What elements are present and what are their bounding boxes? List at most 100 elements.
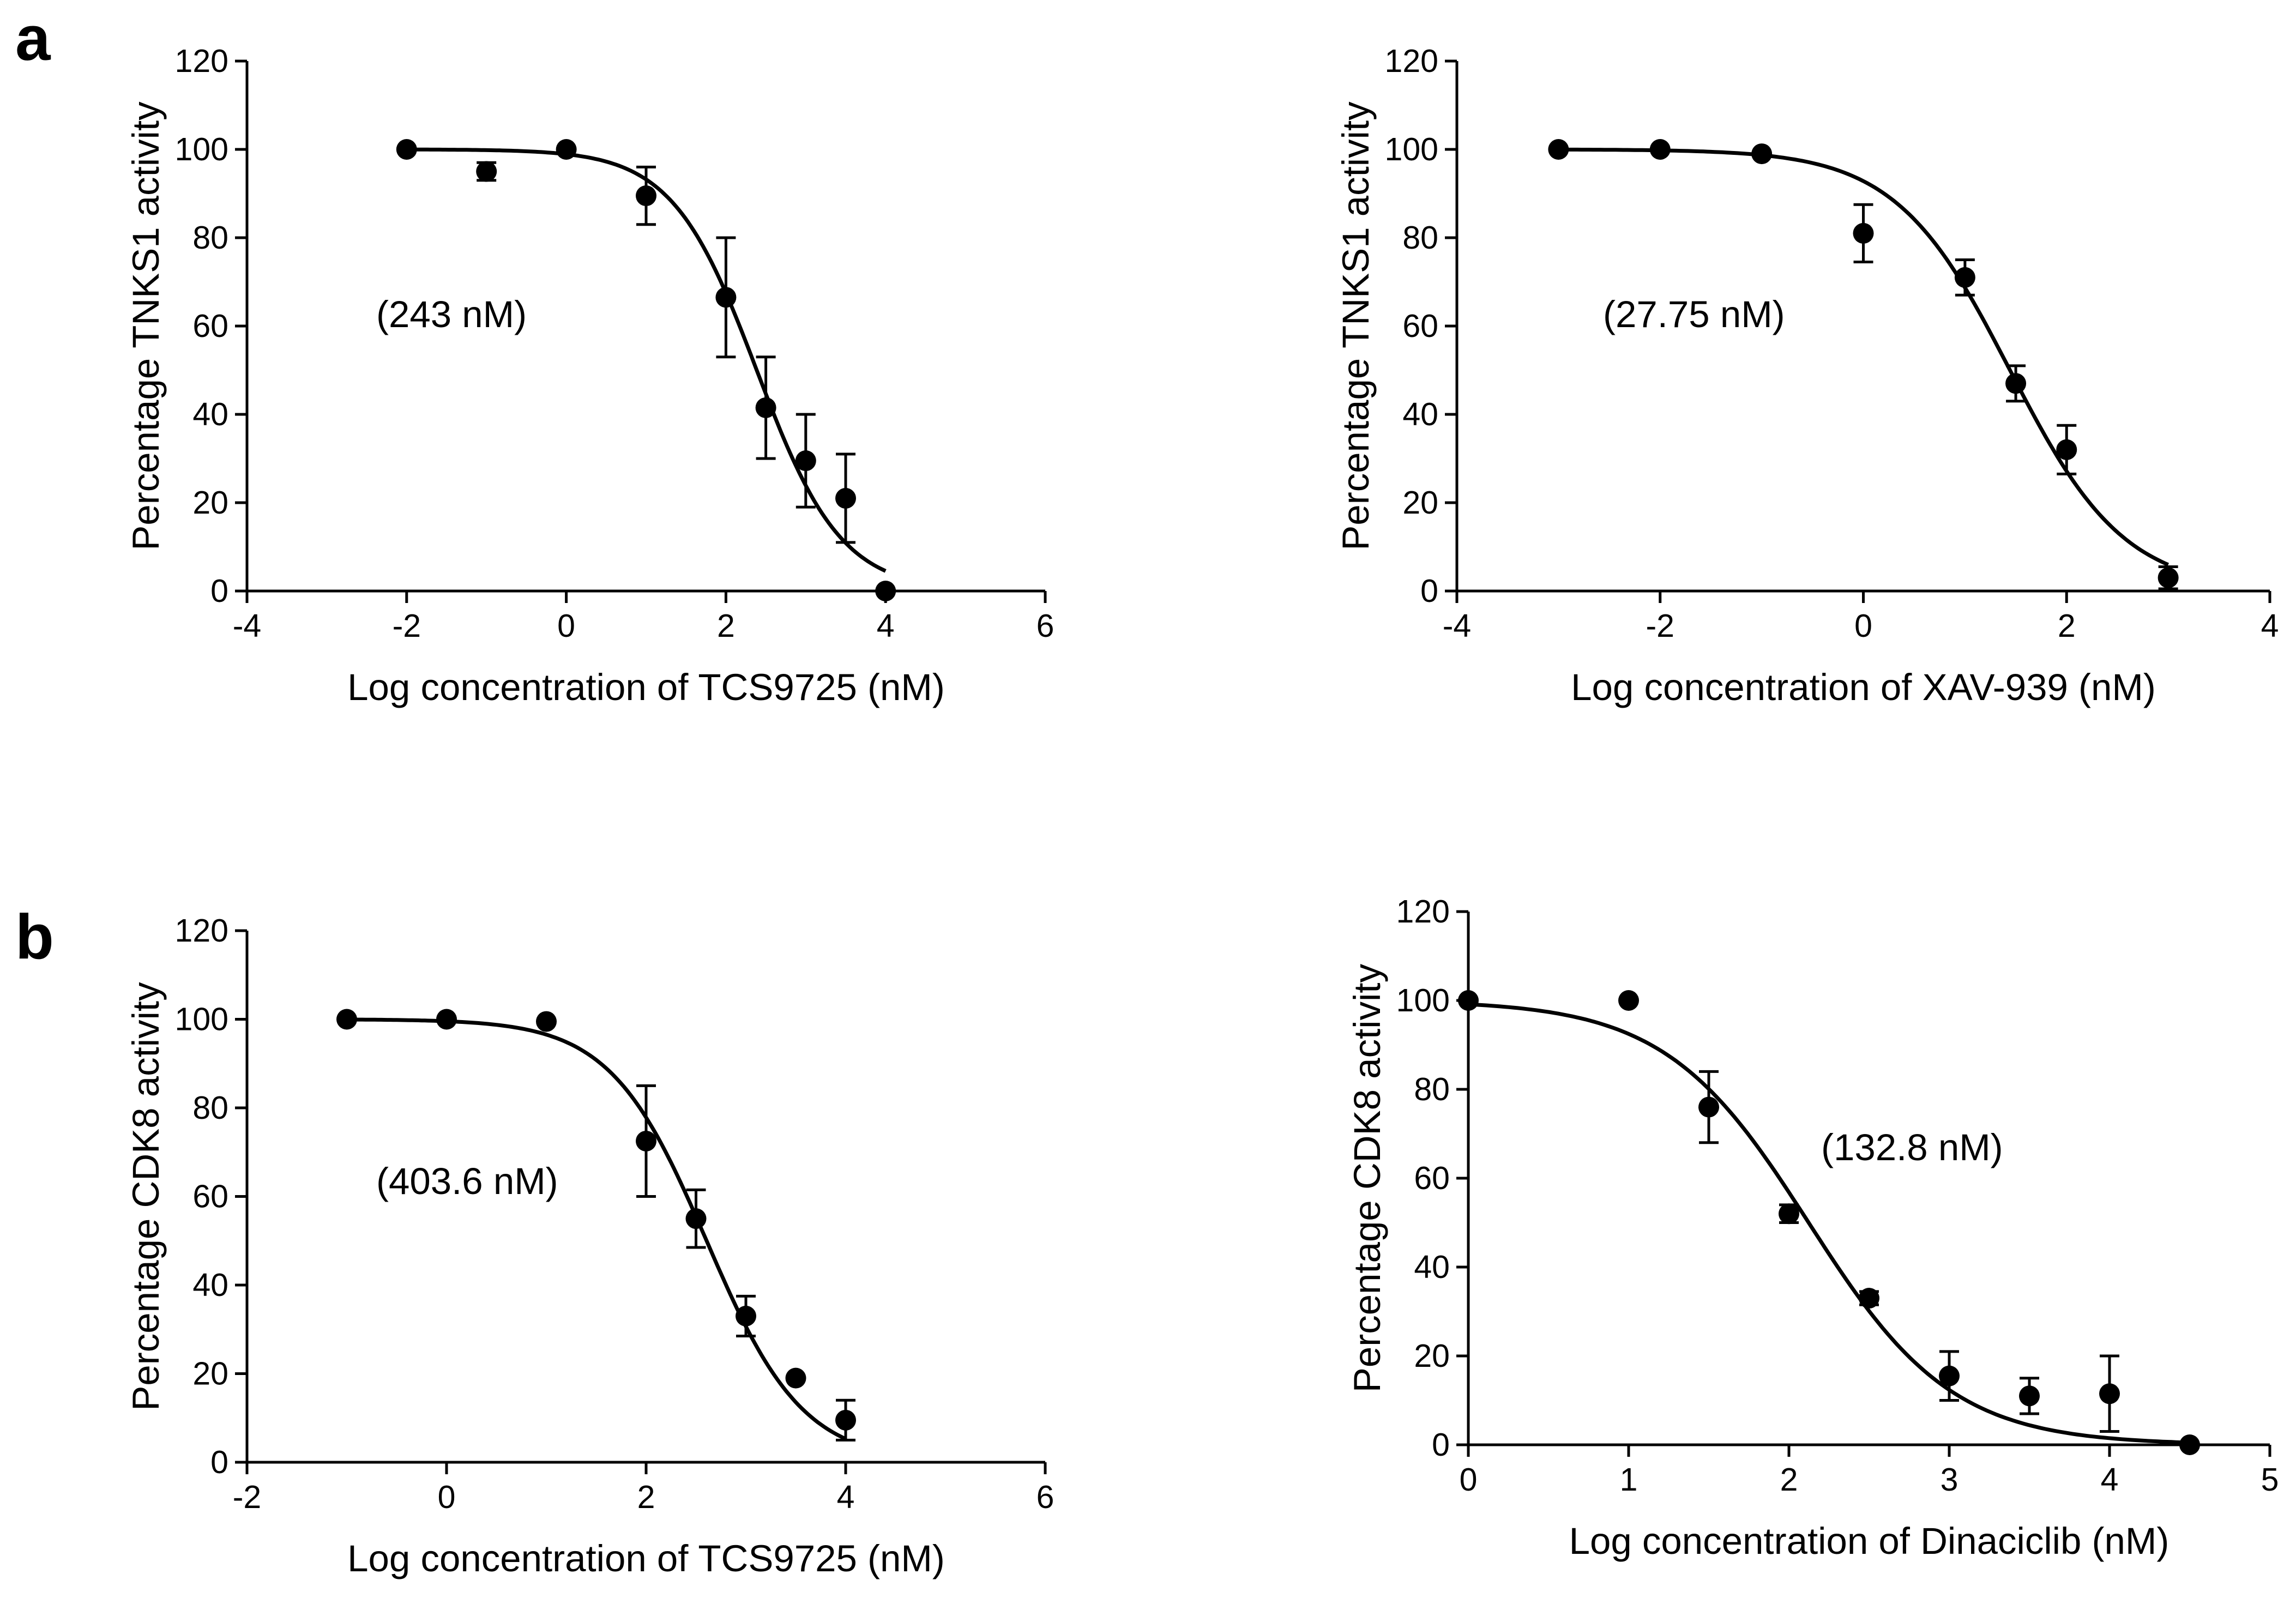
data-point <box>476 161 497 182</box>
y-tick-label: 80 <box>192 1090 228 1126</box>
y-tick-label: 120 <box>175 913 228 949</box>
panel-label-b: b <box>15 901 54 972</box>
y-tick-label: 80 <box>1414 1071 1450 1107</box>
y-tick-label: 20 <box>192 485 228 521</box>
ic50-annotation: (403.6 nM) <box>376 1160 558 1202</box>
y-tick-label: 100 <box>1396 982 1450 1018</box>
y-tick-label: 20 <box>1402 485 1438 521</box>
data-point <box>636 185 656 207</box>
y-tick-label: 20 <box>192 1356 228 1392</box>
x-tick-label: 6 <box>1036 1479 1054 1515</box>
data-point <box>536 1011 557 1032</box>
data-point <box>1458 990 1479 1011</box>
data-point <box>1618 990 1639 1011</box>
data-point <box>785 1367 806 1389</box>
x-tick-label: 4 <box>837 1479 855 1515</box>
x-tick-label: -2 <box>393 608 421 644</box>
y-axis-title: Percentage CDK8 activity <box>125 982 167 1411</box>
panel-label-a: a <box>15 3 51 74</box>
fit-curve <box>347 1017 847 1441</box>
x-axis-title: Log concentration of TCS9725 (nM) <box>347 1537 945 1579</box>
data-point <box>396 139 417 160</box>
fit-curve <box>1468 1002 2190 1445</box>
data-point <box>2158 567 2179 588</box>
y-tick-label: 40 <box>192 396 228 432</box>
x-tick-label: 2 <box>2058 608 2076 644</box>
data-point <box>1751 143 1773 165</box>
y-tick-label: 0 <box>210 573 228 609</box>
x-tick-label: 4 <box>2261 608 2279 644</box>
data-point <box>795 450 816 472</box>
y-tick-label: 0 <box>210 1444 228 1480</box>
x-tick-label: 3 <box>1941 1462 1958 1498</box>
y-tick-label: 60 <box>192 308 228 344</box>
data-point <box>1698 1096 1719 1118</box>
y-tick-label: 120 <box>1396 894 1450 930</box>
x-tick-label: -4 <box>1443 608 1471 644</box>
data-point <box>1548 139 1569 160</box>
data-point <box>556 139 577 160</box>
x-tick-label: 0 <box>1854 608 1872 644</box>
data-point <box>636 1130 656 1151</box>
data-point <box>685 1208 707 1229</box>
ic50-annotation: (243 nM) <box>376 293 527 335</box>
data-point <box>2005 373 2027 394</box>
data-point <box>2056 439 2077 460</box>
x-tick-label: 4 <box>2101 1462 2119 1498</box>
x-tick-label: 0 <box>557 608 575 644</box>
y-tick-label: 80 <box>192 220 228 256</box>
x-tick-label: 2 <box>717 608 735 644</box>
y-tick-label: 40 <box>1414 1249 1450 1285</box>
chart-1: 0 20 40 60 80 100 120 -4 -2 0 2 4 6 Log concentration… <box>125 43 1054 708</box>
data-point <box>1954 267 1975 288</box>
y-tick-label: 80 <box>1402 220 1438 256</box>
y-tick-label: 60 <box>192 1179 228 1215</box>
chart-2: 0 20 40 60 80 100 120 -4 -2 0 2 4 Log concentration … <box>1335 43 2279 708</box>
x-tick-label: 4 <box>877 608 895 644</box>
data-point <box>835 1409 856 1431</box>
data-point <box>835 487 856 509</box>
y-tick-label: 0 <box>1420 573 1438 609</box>
data-point <box>755 397 776 418</box>
y-tick-label: 100 <box>1385 131 1438 167</box>
data-point <box>1779 1203 1799 1225</box>
ic50-annotation: (27.75 nM) <box>1603 293 1785 335</box>
x-tick-label: -2 <box>1646 608 1674 644</box>
x-tick-label: 1 <box>1620 1462 1638 1498</box>
y-tick-label: 60 <box>1402 308 1438 344</box>
y-tick-label: 20 <box>1414 1338 1450 1374</box>
data-point <box>2099 1383 2120 1404</box>
data-point <box>875 581 896 601</box>
x-tick-label: 5 <box>2261 1462 2279 1498</box>
x-tick-label: 0 <box>438 1479 456 1515</box>
data-point <box>715 287 737 308</box>
y-tick-label: 100 <box>175 131 228 167</box>
data-point <box>2019 1385 2040 1407</box>
x-axis-title: Log concentration of Dinaciclib (nM) <box>1569 1520 2170 1562</box>
data-point <box>1853 222 1874 244</box>
data-point <box>1939 1365 1960 1386</box>
y-axis-title: Percentage TNKS1 activity <box>125 101 167 551</box>
data-point <box>1859 1288 1879 1309</box>
x-tick-label: 2 <box>637 1479 655 1515</box>
y-tick-label: 60 <box>1414 1160 1450 1196</box>
y-tick-label: 120 <box>1385 43 1438 79</box>
x-tick-label: -4 <box>233 608 261 644</box>
x-tick-label: 2 <box>1780 1462 1798 1498</box>
x-tick-label: -2 <box>233 1479 261 1515</box>
data-point <box>1649 139 1671 160</box>
y-axis-title: Percentage CDK8 activity <box>1346 963 1388 1392</box>
data-point <box>336 1009 357 1030</box>
x-axis-title: Log concentration of TCS9725 (nM) <box>347 666 945 708</box>
x-axis-title: Log concentration of XAV-939 (nM) <box>1571 666 2156 708</box>
y-tick-label: 40 <box>192 1267 228 1303</box>
ic50-annotation: (132.8 nM) <box>1821 1126 2003 1168</box>
data-point <box>736 1305 756 1326</box>
chart-4: 0 20 40 60 80 100 120 0 1 2 3 4 5 Log concentration o… <box>1346 894 2279 1562</box>
x-tick-label: 0 <box>1460 1462 1478 1498</box>
y-tick-label: 120 <box>175 43 228 79</box>
data-point <box>436 1009 457 1030</box>
